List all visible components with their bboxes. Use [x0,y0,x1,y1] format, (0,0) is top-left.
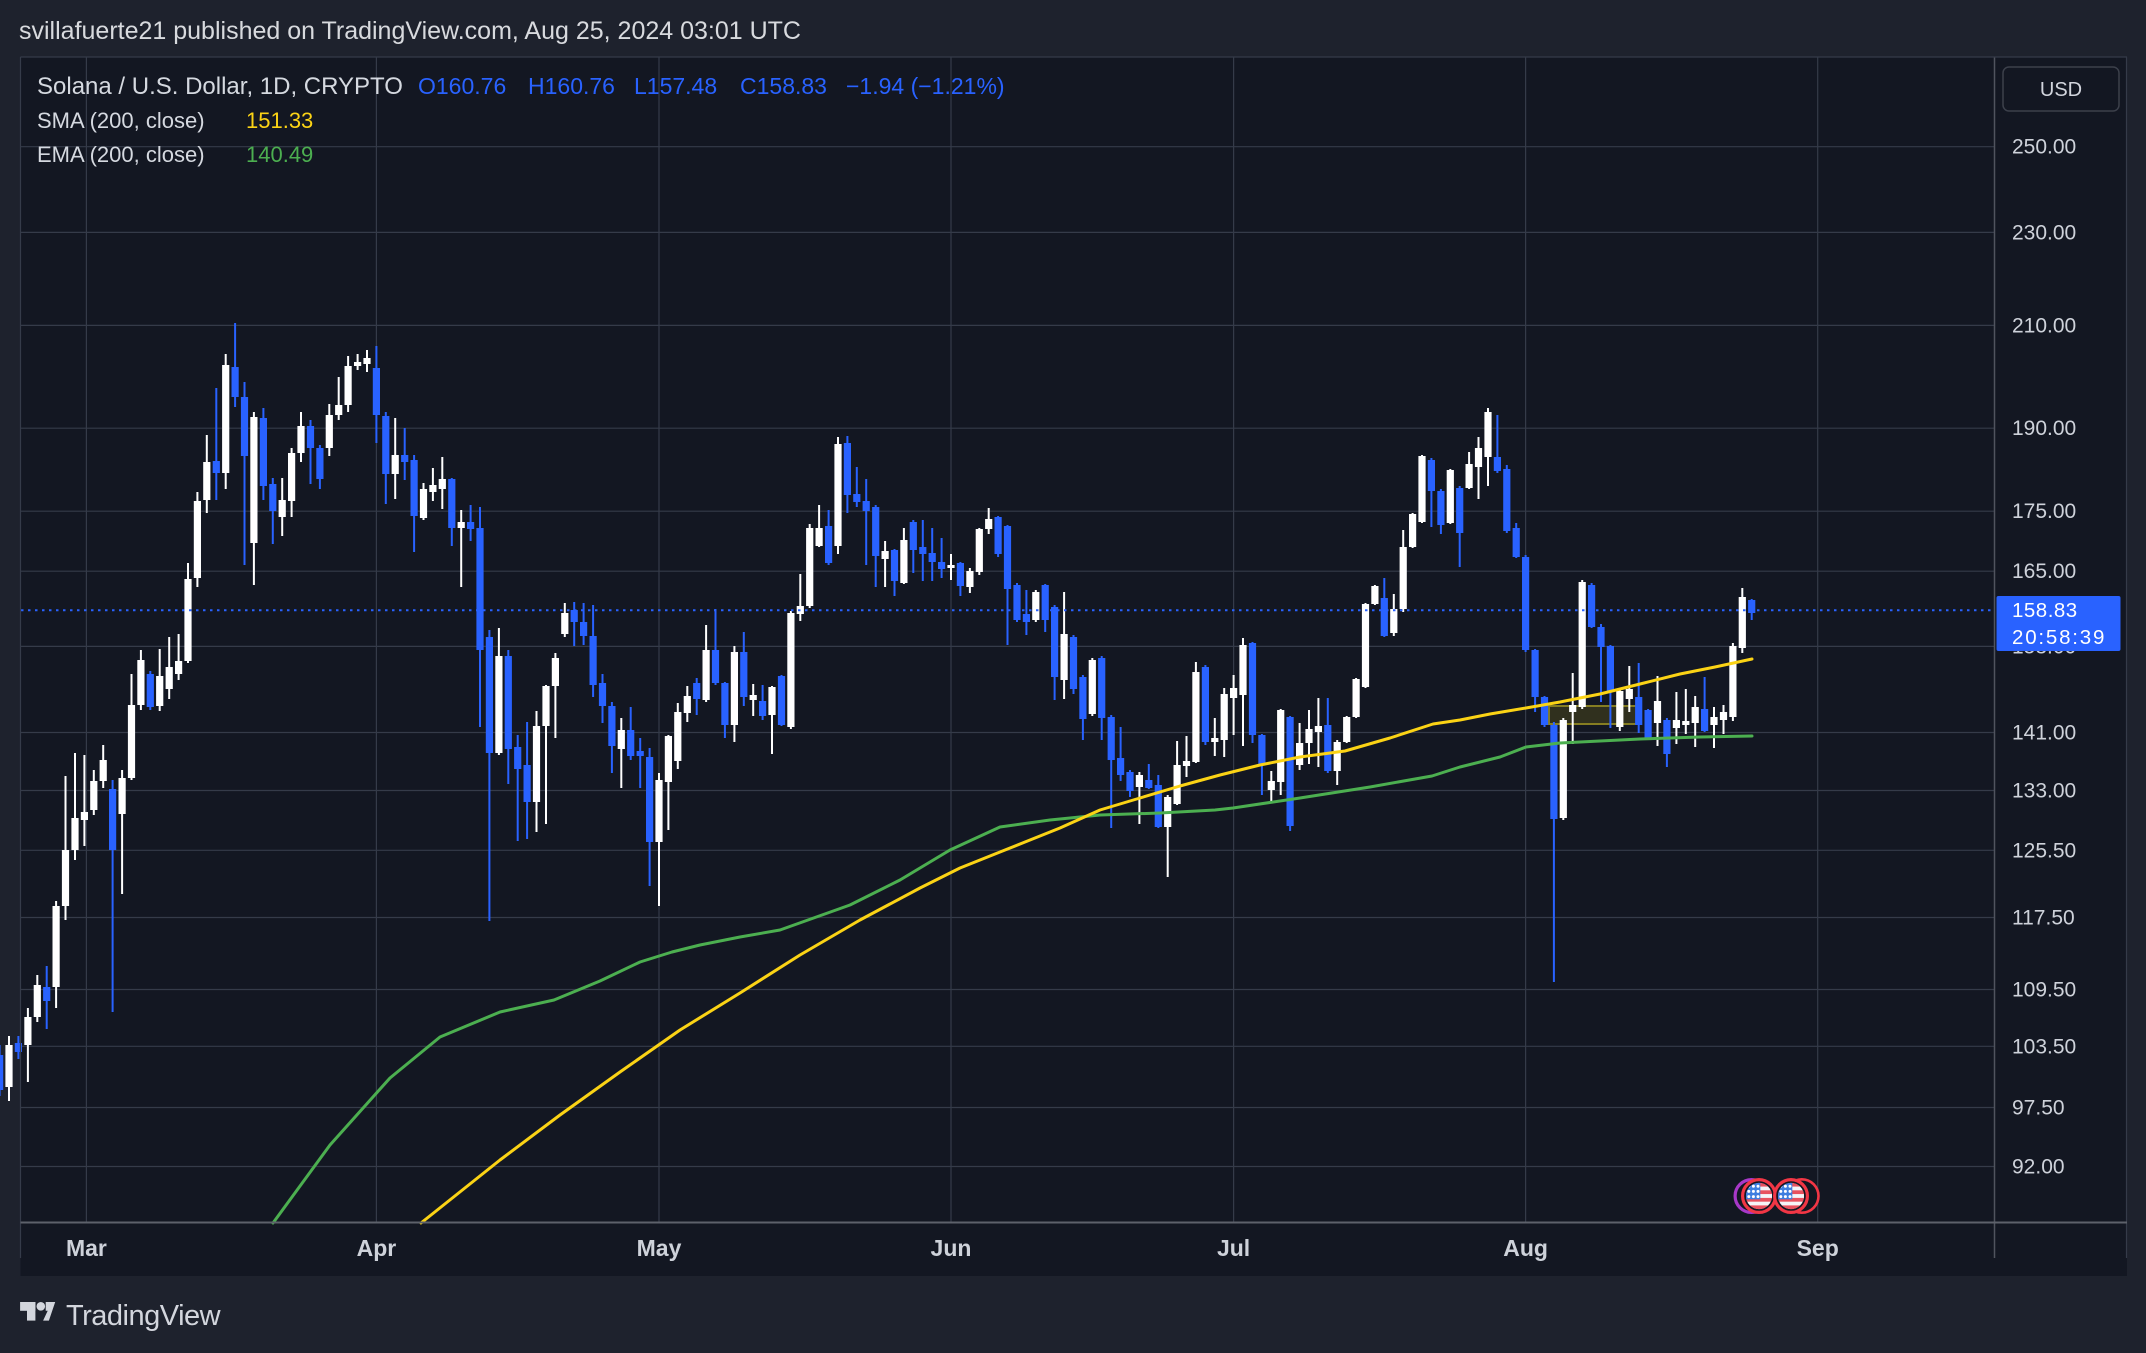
svg-text:L157.48: L157.48 [634,73,717,99]
svg-text:O160.76: O160.76 [418,73,506,99]
svg-text:210.00: 210.00 [2012,314,2076,337]
svg-text:109.50: 109.50 [2012,979,2076,1002]
svg-text:H160.76: H160.76 [528,73,615,99]
svg-text:190.00: 190.00 [2012,417,2076,440]
svg-text:Mar: Mar [66,1235,107,1261]
svg-text:Aug: Aug [1503,1235,1548,1261]
svg-text:140.49: 140.49 [246,142,313,167]
svg-text:Jun: Jun [931,1235,972,1261]
svg-text:Sep: Sep [1797,1235,1839,1261]
svg-text:92.00: 92.00 [2012,1156,2065,1179]
svg-text:250.00: 250.00 [2012,136,2076,159]
svg-text:165.00: 165.00 [2012,560,2076,583]
svg-text:175.00: 175.00 [2012,500,2076,523]
svg-text:Apr: Apr [357,1235,397,1261]
svg-text:Solana / U.S. Dollar, 1D, CRYP: Solana / U.S. Dollar, 1D, CRYPTO [37,73,403,100]
svg-text:Jul: Jul [1217,1235,1250,1261]
svg-text:230.00: 230.00 [2012,221,2076,244]
svg-text:133.00: 133.00 [2012,780,2076,803]
svg-text:C158.83: C158.83 [740,73,827,99]
svg-text:97.50: 97.50 [2012,1097,2065,1120]
svg-text:svillafuerte21 published on Tr: svillafuerte21 published on TradingView.… [19,17,801,45]
svg-text:158.83: 158.83 [2012,599,2078,622]
svg-text:May: May [637,1235,682,1261]
svg-text:TradingView: TradingView [66,1300,222,1332]
svg-text:141.00: 141.00 [2012,722,2076,745]
svg-text:20:58:39: 20:58:39 [2012,626,2106,649]
svg-text:117.50: 117.50 [2012,907,2075,930]
svg-text:EMA (200, close): EMA (200, close) [37,142,205,167]
svg-text:−1.94 (−1.21%): −1.94 (−1.21%) [846,73,1005,99]
svg-text:103.50: 103.50 [2012,1035,2076,1058]
svg-text:151.33: 151.33 [246,108,313,133]
svg-text:125.50: 125.50 [2012,839,2076,862]
svg-text:SMA (200, close): SMA (200, close) [37,108,205,133]
svg-text:USD: USD [2040,79,2082,101]
